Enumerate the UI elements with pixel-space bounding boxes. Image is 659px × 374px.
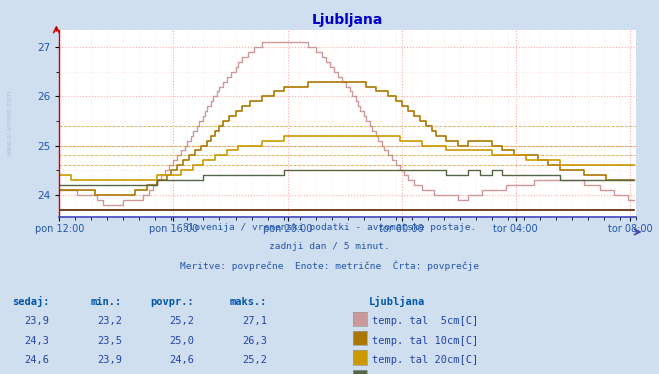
Text: 26,3: 26,3	[242, 336, 267, 346]
Text: 25,2: 25,2	[169, 316, 194, 326]
Text: 24,3: 24,3	[24, 336, 49, 346]
Text: 23,2: 23,2	[97, 316, 122, 326]
Title: Ljubljana: Ljubljana	[312, 13, 384, 27]
Text: maks.:: maks.:	[229, 297, 267, 307]
Text: min.:: min.:	[91, 297, 122, 307]
Text: temp. tal  5cm[C]: temp. tal 5cm[C]	[372, 316, 478, 326]
Text: 23,9: 23,9	[24, 316, 49, 326]
Text: temp. tal 10cm[C]: temp. tal 10cm[C]	[372, 336, 478, 346]
Text: 25,2: 25,2	[242, 355, 267, 365]
Text: www.si-vreme.com: www.si-vreme.com	[6, 91, 13, 156]
Text: sedaj:: sedaj:	[12, 296, 49, 307]
Text: 24,6: 24,6	[169, 355, 194, 365]
Text: 23,5: 23,5	[97, 336, 122, 346]
Text: zadnji dan / 5 minut.: zadnji dan / 5 minut.	[269, 242, 390, 251]
Text: 24,6: 24,6	[24, 355, 49, 365]
Text: Meritve: povprečne  Enote: metrične  Črta: povprečje: Meritve: povprečne Enote: metrične Črta:…	[180, 260, 479, 271]
Text: temp. tal 20cm[C]: temp. tal 20cm[C]	[372, 355, 478, 365]
Text: 27,1: 27,1	[242, 316, 267, 326]
Text: 25,0: 25,0	[169, 336, 194, 346]
Text: Slovenija / vremenski podatki - avtomatske postaje.: Slovenija / vremenski podatki - avtomats…	[183, 223, 476, 232]
Text: Ljubljana: Ljubljana	[369, 296, 425, 307]
Text: povpr.:: povpr.:	[151, 297, 194, 307]
Text: 23,9: 23,9	[97, 355, 122, 365]
